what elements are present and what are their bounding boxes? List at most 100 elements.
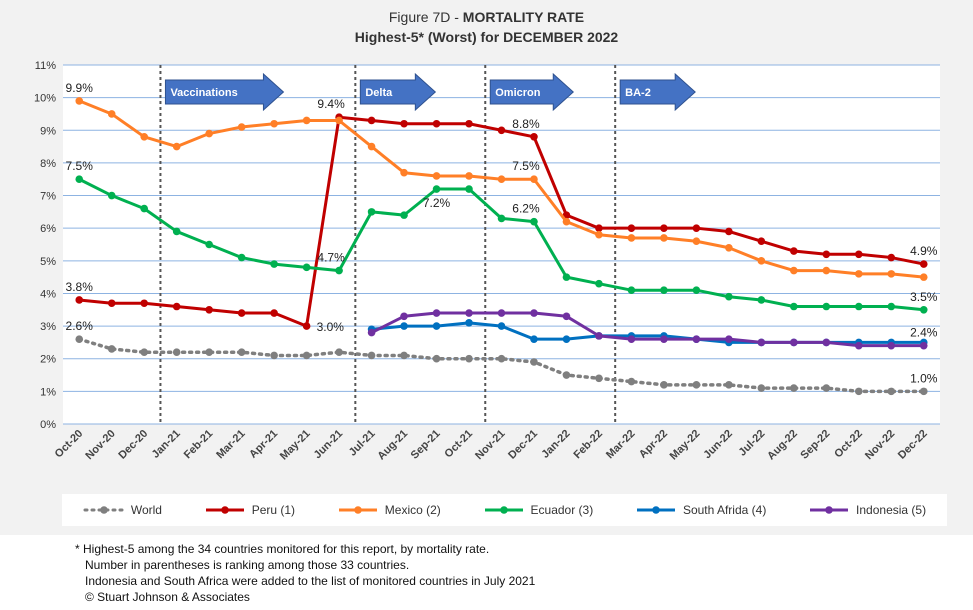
x-tick-label: Dec-22 xyxy=(896,428,930,462)
series-point xyxy=(497,126,506,135)
series-point xyxy=(660,224,668,232)
x-tick-label: Feb-22 xyxy=(572,428,606,462)
series-point xyxy=(757,257,766,265)
series-point xyxy=(660,234,668,242)
series-point xyxy=(270,260,278,268)
series-point xyxy=(107,299,116,308)
series-point xyxy=(595,279,603,288)
series-point xyxy=(497,309,506,317)
y-tick-label: 10% xyxy=(34,93,56,105)
series-point xyxy=(497,175,506,184)
series-point xyxy=(725,292,733,301)
series-point xyxy=(562,335,571,343)
series-point xyxy=(562,273,571,281)
series-point xyxy=(367,208,376,216)
series-point xyxy=(465,172,473,180)
series-point xyxy=(627,377,636,386)
series-point xyxy=(465,354,473,363)
legend-swatch xyxy=(484,506,523,514)
legend-swatch xyxy=(810,506,849,514)
series-point xyxy=(335,348,343,357)
series-point xyxy=(757,237,766,246)
series-point xyxy=(140,204,149,213)
legend-swatch-marker xyxy=(353,506,362,514)
series-line xyxy=(370,311,924,348)
series-point xyxy=(432,119,441,128)
series-point xyxy=(205,305,213,314)
x-tick-label: Nov-22 xyxy=(863,428,897,462)
data-label: 1.0% xyxy=(910,371,938,385)
series-point xyxy=(107,110,116,118)
series-point xyxy=(692,286,701,294)
series-point xyxy=(75,175,84,184)
phase-arrow xyxy=(489,72,575,112)
series-point xyxy=(367,328,376,337)
x-tick-label: Jun-21 xyxy=(312,428,346,462)
series-point xyxy=(595,332,603,340)
series-point xyxy=(432,309,441,317)
series-point xyxy=(887,302,896,311)
plot-area-background xyxy=(63,65,940,424)
series-point xyxy=(302,263,311,272)
legend-swatch xyxy=(205,506,244,514)
series-point xyxy=(660,381,668,389)
series-point xyxy=(627,224,636,232)
series-point xyxy=(692,335,701,343)
series-point xyxy=(400,119,408,128)
series-point xyxy=(237,309,246,317)
legend-label: Mexico (2) xyxy=(384,503,441,517)
series-point xyxy=(562,217,571,226)
x-tick-label: Sep-21 xyxy=(409,428,443,462)
series-point xyxy=(854,341,863,350)
series-point xyxy=(725,335,733,343)
data-label: 2.4% xyxy=(910,326,938,340)
series-point xyxy=(530,309,538,317)
series-point xyxy=(530,335,538,343)
series-point xyxy=(367,142,376,151)
legend-label: South Afrida (4) xyxy=(682,503,767,517)
legend-swatch xyxy=(636,506,675,514)
series-point xyxy=(919,341,928,350)
series-point xyxy=(302,116,311,125)
series-point xyxy=(790,247,798,255)
series-point xyxy=(919,260,928,268)
series-point xyxy=(627,286,636,294)
x-tick-label: Nov-21 xyxy=(473,428,507,462)
series-point xyxy=(172,227,181,236)
x-tick-label: Sep-22 xyxy=(798,428,832,462)
x-tick-label: Jan-21 xyxy=(150,428,183,461)
title-main: MORTALITY RATE xyxy=(462,9,585,25)
legend-swatch-marker xyxy=(220,506,229,514)
series-point xyxy=(400,168,408,177)
series-point xyxy=(854,302,863,311)
series-point xyxy=(790,302,798,311)
phase-arrow-label: Delta xyxy=(365,87,393,99)
series-point xyxy=(887,341,896,350)
series-point xyxy=(530,175,538,184)
series-point xyxy=(887,387,896,396)
y-tick-label: 1% xyxy=(40,386,56,398)
data-label: 4.9% xyxy=(910,244,938,258)
series-point xyxy=(270,309,278,317)
legend-label: Indonesia (5) xyxy=(856,503,927,517)
series-point xyxy=(367,351,376,360)
series-point xyxy=(302,351,311,360)
series-point xyxy=(854,270,863,278)
series-point xyxy=(237,348,246,357)
series-point xyxy=(465,119,473,128)
y-tick-label: 6% xyxy=(40,223,56,235)
x-tick-label: Nov-20 xyxy=(83,428,117,462)
series-point xyxy=(75,335,84,343)
series-point xyxy=(790,384,798,392)
phase-arrow xyxy=(619,72,696,112)
series-point xyxy=(562,312,571,321)
series-point xyxy=(497,322,506,330)
series-point xyxy=(660,335,668,343)
series-point xyxy=(822,250,831,259)
legend-swatch-marker xyxy=(652,506,660,514)
data-label: 4.7% xyxy=(317,251,345,265)
data-label: 9.9% xyxy=(66,81,94,95)
series-point xyxy=(107,345,116,353)
series-point xyxy=(854,250,863,259)
legend-item: South Afrida (4) xyxy=(635,503,766,517)
